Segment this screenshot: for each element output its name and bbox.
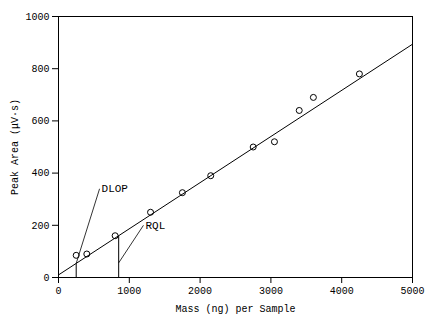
svg-text:0: 0 xyxy=(43,273,49,284)
svg-text:800: 800 xyxy=(31,64,49,75)
svg-text:600: 600 xyxy=(31,116,49,127)
svg-text:400: 400 xyxy=(31,168,49,179)
svg-text:4000: 4000 xyxy=(330,286,354,297)
svg-text:1000: 1000 xyxy=(25,12,49,23)
svg-text:3000: 3000 xyxy=(259,286,283,297)
svg-text:2000: 2000 xyxy=(188,286,212,297)
svg-text:DLOP: DLOP xyxy=(102,183,129,195)
svg-text:1000: 1000 xyxy=(117,286,141,297)
svg-text:0: 0 xyxy=(55,286,61,297)
svg-text:Mass (ng) per Sample: Mass (ng) per Sample xyxy=(175,304,295,315)
svg-text:200: 200 xyxy=(31,221,49,232)
svg-text:5000: 5000 xyxy=(400,286,424,297)
svg-text:Peak Area (μV·s): Peak Area (μV·s) xyxy=(10,99,21,195)
svg-text:RQL: RQL xyxy=(145,220,165,232)
